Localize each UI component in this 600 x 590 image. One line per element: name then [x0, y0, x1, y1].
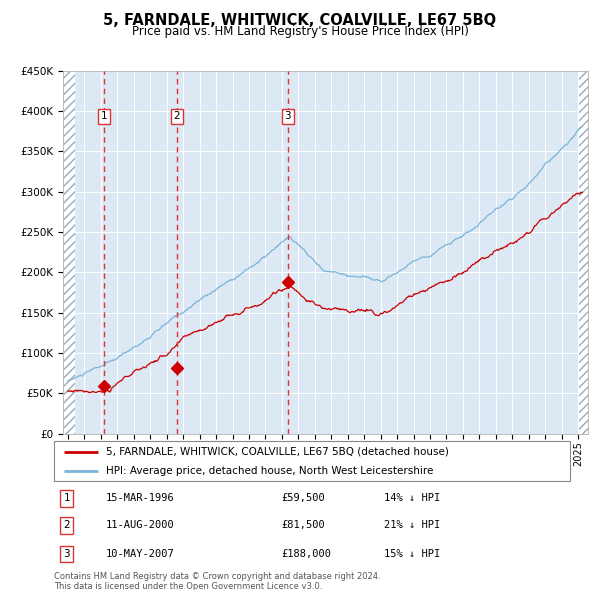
- Text: 5, FARNDALE, WHITWICK, COALVILLE, LE67 5BQ: 5, FARNDALE, WHITWICK, COALVILLE, LE67 5…: [103, 13, 497, 28]
- Text: 10-MAY-2007: 10-MAY-2007: [106, 549, 175, 559]
- Text: 21% ↓ HPI: 21% ↓ HPI: [384, 520, 440, 530]
- Text: 5, FARNDALE, WHITWICK, COALVILLE, LE67 5BQ (detached house): 5, FARNDALE, WHITWICK, COALVILLE, LE67 5…: [106, 447, 448, 457]
- Text: 2: 2: [173, 111, 180, 121]
- Text: £188,000: £188,000: [281, 549, 331, 559]
- Text: 3: 3: [64, 549, 70, 559]
- Text: £81,500: £81,500: [281, 520, 325, 530]
- Text: £59,500: £59,500: [281, 493, 325, 503]
- Text: 1: 1: [101, 111, 107, 121]
- Text: HPI: Average price, detached house, North West Leicestershire: HPI: Average price, detached house, Nort…: [106, 466, 433, 476]
- Text: 2: 2: [64, 520, 70, 530]
- Text: 15% ↓ HPI: 15% ↓ HPI: [384, 549, 440, 559]
- FancyBboxPatch shape: [54, 441, 570, 481]
- Bar: [63, 71, 75, 434]
- Text: 15-MAR-1996: 15-MAR-1996: [106, 493, 175, 503]
- Text: Price paid vs. HM Land Registry's House Price Index (HPI): Price paid vs. HM Land Registry's House …: [131, 25, 469, 38]
- Bar: [580, 71, 588, 434]
- Text: This data is licensed under the Open Government Licence v3.0.: This data is licensed under the Open Gov…: [54, 582, 322, 590]
- Text: 3: 3: [284, 111, 291, 121]
- Text: Contains HM Land Registry data © Crown copyright and database right 2024.: Contains HM Land Registry data © Crown c…: [54, 572, 380, 581]
- Text: 1: 1: [64, 493, 70, 503]
- Text: 11-AUG-2000: 11-AUG-2000: [106, 520, 175, 530]
- Text: 14% ↓ HPI: 14% ↓ HPI: [384, 493, 440, 503]
